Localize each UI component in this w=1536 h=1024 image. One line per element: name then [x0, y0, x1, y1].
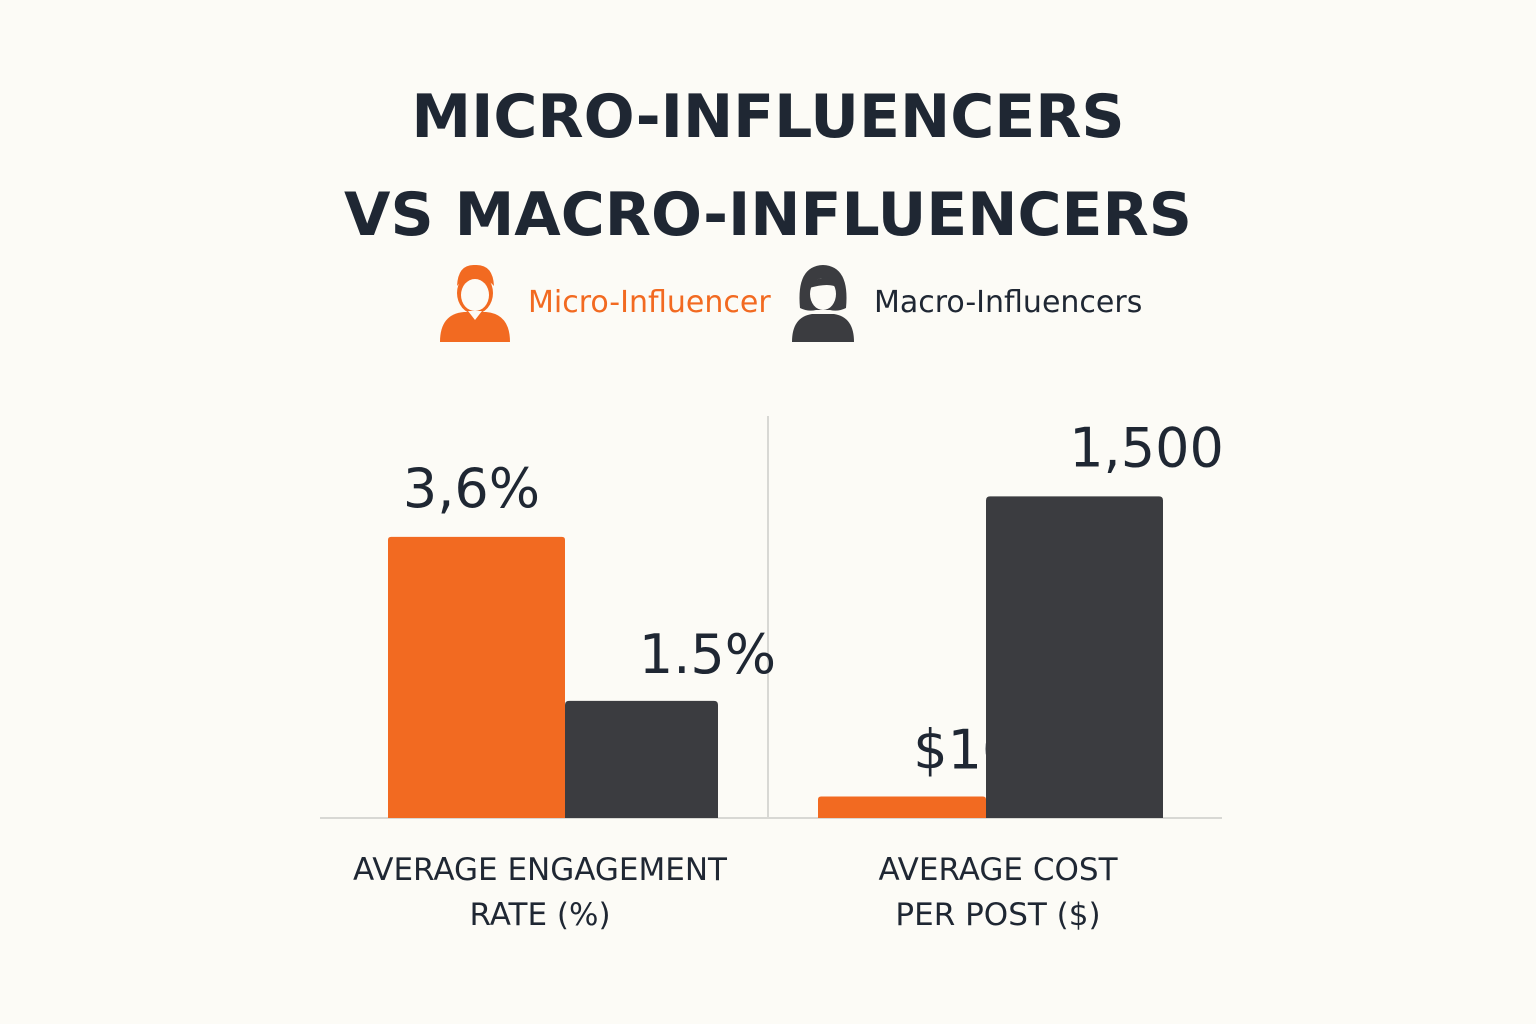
bar-macro-1	[986, 496, 1163, 818]
bar-macro-0	[565, 700, 718, 818]
bar-group-1-0	[818, 796, 986, 818]
legend-item-micro: Micro-Influencer	[438, 262, 771, 342]
legend-label-micro: Micro-Influencer	[528, 284, 771, 320]
category-label-engagement: AVERAGE ENGAGEMENT RATE (%)	[320, 848, 760, 938]
male-user-icon	[440, 264, 510, 342]
data-label-micro-0: 3,6%	[403, 457, 540, 520]
female-user-icon	[792, 265, 854, 342]
category-label-engagement-line-2: RATE (%)	[469, 897, 611, 933]
category-label-engagement-line-1: AVERAGE ENGAGEMENT	[353, 852, 727, 888]
chart-title-line-1: MICRO-INFLUENCERS	[411, 82, 1125, 152]
category-label-cost: AVERAGE COST PER POST ($)	[798, 848, 1198, 938]
chart-title: MICRO-INFLUENCERS VS MACRO-INFLUENCERS	[0, 68, 1536, 264]
bar-group-0-1	[565, 700, 718, 818]
chart-title-line-2: VS MACRO-INFLUENCERS	[344, 180, 1192, 250]
bar-micro-1	[818, 796, 986, 818]
data-label-macro-0: 1.5%	[639, 623, 776, 686]
bar-group-1-1	[986, 496, 1163, 818]
legend-label-macro: Macro-Influencers	[874, 284, 1143, 320]
category-label-cost-line-1: AVERAGE COST	[878, 852, 1118, 888]
bar-micro-0	[388, 536, 565, 818]
category-label-cost-line-2: PER POST ($)	[895, 897, 1101, 933]
bar-group-0-0	[388, 536, 565, 818]
data-label-macro-1: 1,500	[1069, 416, 1224, 479]
legend-item-macro: Macro-Influencers	[790, 262, 1142, 342]
